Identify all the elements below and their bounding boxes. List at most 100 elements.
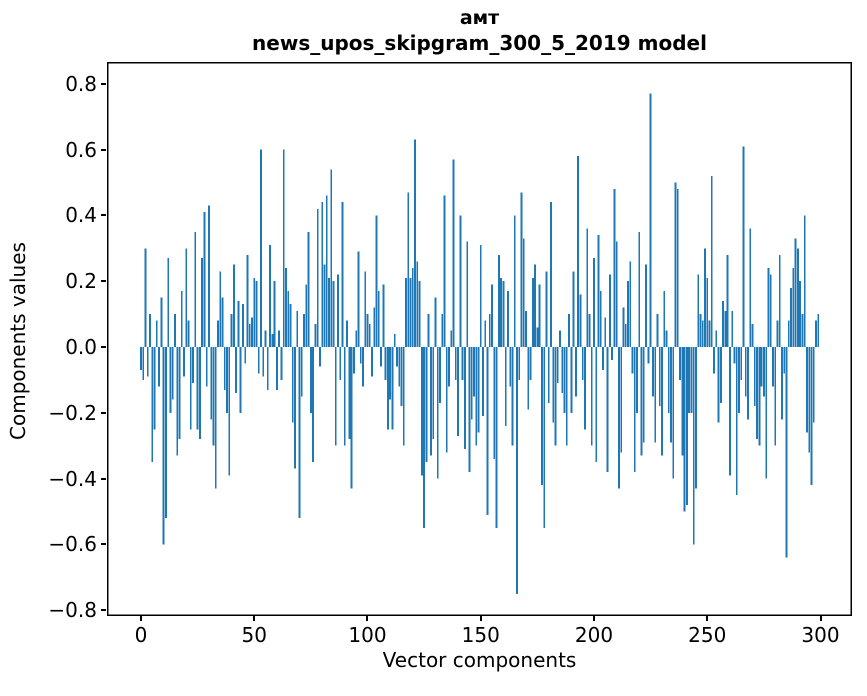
x-tickmark <box>593 616 595 621</box>
bar <box>688 347 691 413</box>
bar <box>427 314 430 347</box>
y-tick-label: 0.2 <box>65 269 97 294</box>
bar <box>457 347 459 436</box>
bar <box>642 347 645 443</box>
x-tickmark <box>253 616 256 621</box>
bar <box>377 291 380 347</box>
bar <box>604 317 607 347</box>
bar <box>473 347 475 397</box>
bar <box>405 277 407 347</box>
bar <box>502 281 505 347</box>
x-tick-label: 150 <box>461 623 500 647</box>
bar <box>640 347 643 456</box>
bar <box>210 347 213 420</box>
bar <box>278 330 281 347</box>
bar <box>790 287 792 347</box>
bar <box>359 347 362 364</box>
bar <box>445 347 448 453</box>
bar <box>590 347 593 446</box>
bar <box>366 314 369 347</box>
bar <box>271 333 274 347</box>
bar <box>701 320 704 347</box>
bar <box>733 347 736 364</box>
bar <box>815 320 817 347</box>
y-tickmark <box>101 543 106 546</box>
y-tickmark <box>101 609 106 612</box>
bar <box>463 347 466 449</box>
bar <box>334 347 337 446</box>
bar <box>309 347 312 413</box>
bar <box>767 268 770 347</box>
bar <box>762 347 765 397</box>
bar <box>321 202 324 347</box>
y-tick-label: 0.0 <box>65 334 97 359</box>
bar <box>699 314 702 347</box>
bar <box>364 271 367 347</box>
bar <box>443 195 446 347</box>
x-tickmark <box>366 616 369 621</box>
x-tick-label: 250 <box>688 623 727 647</box>
bar <box>645 264 647 347</box>
bar <box>627 281 629 347</box>
bar <box>563 347 566 413</box>
bar <box>654 347 657 443</box>
x-tickmark <box>139 616 142 621</box>
bar <box>670 347 672 443</box>
bar <box>760 347 763 387</box>
bar <box>706 277 709 347</box>
y-tick-label: 0.6 <box>65 137 97 162</box>
bar <box>504 347 507 426</box>
bar <box>806 347 808 433</box>
bar <box>683 347 686 512</box>
bar <box>484 320 487 347</box>
bar <box>624 323 627 347</box>
bar <box>396 347 398 367</box>
bar <box>597 235 600 347</box>
bar <box>488 314 491 347</box>
y-tick-label: −0.2 <box>48 400 97 425</box>
y-tick-label: −0.8 <box>48 598 97 623</box>
bar <box>674 182 677 347</box>
bar <box>226 347 228 413</box>
bar <box>176 347 179 456</box>
bar <box>189 347 192 430</box>
bar <box>520 192 523 347</box>
bar <box>522 238 525 347</box>
bar <box>305 284 308 347</box>
bar <box>434 297 437 347</box>
x-tickmark <box>479 616 482 621</box>
bar <box>518 347 521 380</box>
bar <box>371 347 373 377</box>
bar <box>307 231 310 347</box>
bar <box>205 347 208 387</box>
bar <box>248 323 251 347</box>
bar <box>389 347 392 400</box>
bar <box>459 215 462 347</box>
y-tickmark <box>101 477 106 480</box>
bar <box>663 291 666 347</box>
bar <box>769 274 772 347</box>
x-tick-label: 300 <box>801 623 840 647</box>
x-tick-label: 50 <box>241 623 267 647</box>
bar <box>622 307 625 347</box>
bar <box>586 228 589 347</box>
bar <box>618 347 620 489</box>
bar <box>235 347 238 394</box>
bar <box>500 277 503 347</box>
bar <box>724 310 727 347</box>
bar <box>638 231 641 347</box>
bar <box>384 347 387 380</box>
bar <box>246 254 249 347</box>
bar <box>799 281 802 347</box>
bar <box>416 261 419 347</box>
bar <box>350 347 353 489</box>
bar <box>742 146 745 347</box>
bar <box>772 347 774 387</box>
bar <box>470 347 473 420</box>
y-tick-label: −0.6 <box>48 532 97 557</box>
bar <box>665 330 668 347</box>
bar <box>477 347 480 433</box>
bar <box>266 347 269 390</box>
x-tick-label: 0 <box>134 623 148 647</box>
bar <box>692 347 695 545</box>
